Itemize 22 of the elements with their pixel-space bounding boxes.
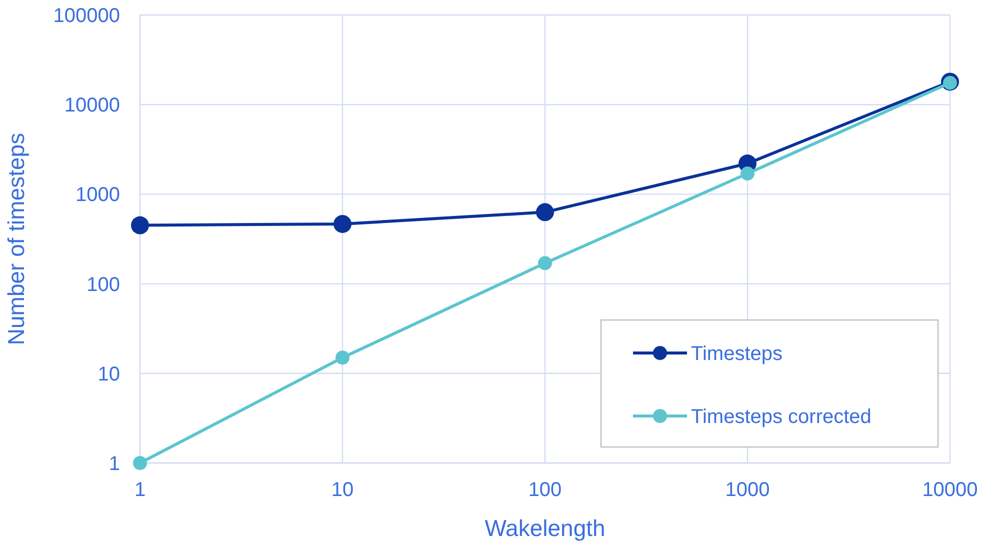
x-tick-label: 10 (331, 479, 354, 501)
point (131, 216, 149, 234)
y-tick-label: 100000 (53, 5, 120, 27)
legend-label: Timesteps corrected (691, 406, 872, 428)
point (740, 166, 754, 181)
y-tick-label: 10 (98, 363, 120, 386)
y-tick-label: 100 (86, 274, 120, 296)
legend-label: Timesteps (691, 343, 783, 365)
x-tick-label: 100 (528, 479, 562, 501)
x-tick-label: 1000 (725, 479, 770, 501)
point (536, 203, 554, 222)
point (334, 214, 352, 233)
point (538, 256, 552, 270)
x-tick-label: 10000 (922, 479, 978, 501)
y-axis-title: Number of timesteps (3, 132, 29, 346)
point (133, 456, 147, 470)
y-tick-label: 1000 (76, 184, 120, 206)
x-tick-label: 1 (134, 479, 146, 501)
point (336, 350, 350, 365)
x-axis-title: Wakelength (484, 515, 606, 541)
y-tick-label: 10000 (64, 94, 120, 117)
y-tick-label: 1 (108, 453, 120, 475)
